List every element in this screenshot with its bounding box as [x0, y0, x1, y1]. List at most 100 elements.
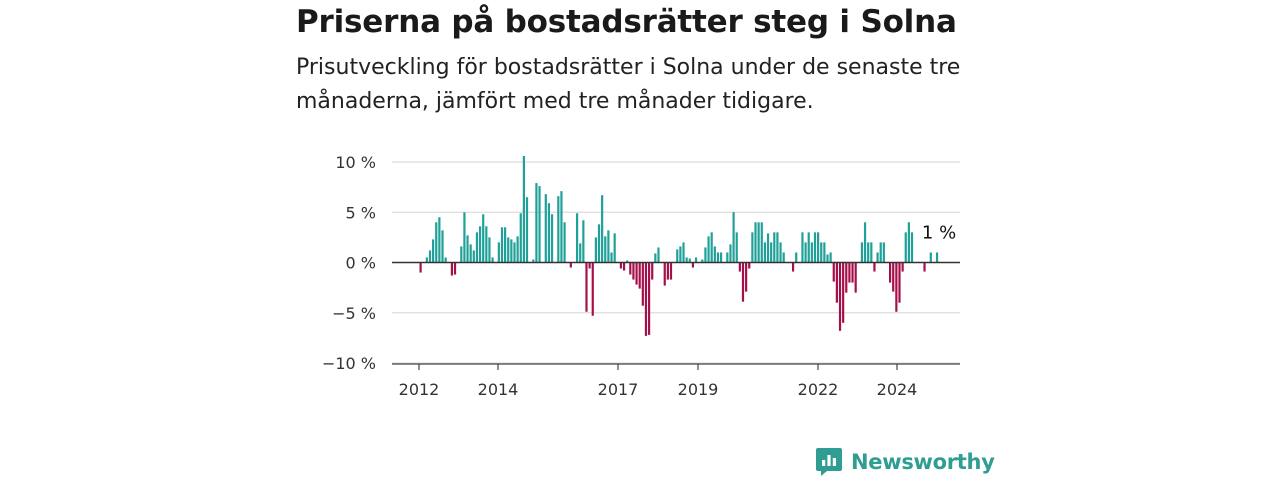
bar	[641, 262, 644, 306]
bar	[685, 257, 688, 263]
y-tick-label: 10 %	[335, 153, 376, 172]
bar	[676, 249, 679, 263]
bar	[848, 262, 851, 283]
bar	[901, 262, 904, 272]
bar	[438, 217, 441, 263]
y-tick-label: −10 %	[322, 354, 376, 373]
bar	[782, 252, 785, 263]
bar	[779, 242, 782, 263]
bar	[879, 242, 882, 263]
bar	[688, 258, 691, 263]
bar	[760, 222, 763, 263]
bar	[817, 232, 820, 263]
bar	[701, 259, 704, 263]
bar	[694, 257, 698, 263]
bar	[613, 233, 616, 263]
bar	[535, 183, 538, 263]
bar	[622, 262, 626, 271]
bar	[647, 262, 651, 335]
bar	[860, 242, 864, 263]
bar	[453, 262, 457, 275]
bar	[488, 237, 491, 263]
bar	[882, 242, 885, 263]
bar	[591, 262, 594, 316]
bar	[873, 262, 876, 272]
bar	[763, 242, 766, 263]
bar	[657, 247, 660, 263]
bar	[835, 262, 838, 303]
x-tick-label: 2014	[478, 380, 519, 399]
bar	[619, 262, 623, 269]
bar	[444, 257, 447, 263]
gridlines	[392, 161, 960, 364]
bar	[419, 262, 422, 273]
bar	[485, 226, 488, 263]
bar	[463, 212, 466, 263]
bar	[738, 262, 741, 272]
bar	[579, 243, 582, 263]
bar	[691, 262, 695, 268]
bar	[644, 262, 648, 336]
bar	[635, 262, 638, 285]
bar	[597, 224, 601, 263]
bar	[898, 262, 901, 303]
bar	[748, 262, 751, 269]
bar	[791, 262, 795, 272]
bar	[482, 214, 485, 263]
bar	[826, 254, 829, 263]
bar	[820, 242, 823, 263]
brand-name: Newsworthy	[851, 450, 995, 474]
bar	[801, 232, 804, 263]
y-tick-label: −5 %	[332, 304, 376, 323]
bar	[889, 262, 892, 283]
bar	[929, 252, 932, 263]
brand: Newsworthy	[815, 447, 995, 477]
bar	[519, 213, 522, 263]
bar	[810, 242, 813, 263]
bar	[804, 242, 807, 263]
bar	[863, 222, 867, 263]
bar	[716, 252, 720, 263]
bar	[547, 203, 551, 263]
bar	[719, 252, 723, 263]
bar	[632, 262, 635, 280]
bar	[432, 239, 435, 263]
bar	[560, 191, 563, 263]
bar	[585, 262, 588, 312]
bar	[895, 262, 898, 312]
y-tick-label: 0 %	[346, 254, 376, 273]
bar	[751, 232, 754, 263]
bar	[907, 222, 910, 263]
bar	[475, 232, 479, 263]
bar	[607, 230, 610, 263]
bar	[807, 232, 810, 263]
bar	[867, 242, 870, 263]
bar	[669, 262, 673, 280]
bar	[428, 250, 432, 263]
bar	[557, 196, 560, 263]
bar	[832, 262, 835, 282]
bar	[516, 236, 519, 263]
bar	[460, 246, 463, 263]
last-value-label: 1 %	[922, 222, 956, 243]
y-axis-ticks: 10 % 5 % 0 % −5 % −10 %	[322, 153, 376, 373]
bar	[935, 252, 939, 263]
bar	[610, 252, 613, 263]
bar	[829, 252, 832, 263]
bar	[478, 226, 482, 263]
bar	[854, 262, 857, 293]
newsworthy-logo-icon	[816, 448, 842, 476]
bar	[532, 259, 535, 263]
bar	[522, 155, 525, 263]
bar	[563, 222, 566, 263]
bar	[770, 242, 773, 263]
x-tick-label: 2019	[678, 380, 719, 399]
bar	[813, 232, 817, 263]
bar	[654, 253, 657, 263]
bar	[504, 227, 507, 263]
bar	[773, 232, 776, 263]
bar	[538, 186, 541, 263]
bar	[497, 242, 500, 263]
x-tick-label: 2024	[877, 380, 918, 399]
bar	[544, 194, 547, 263]
